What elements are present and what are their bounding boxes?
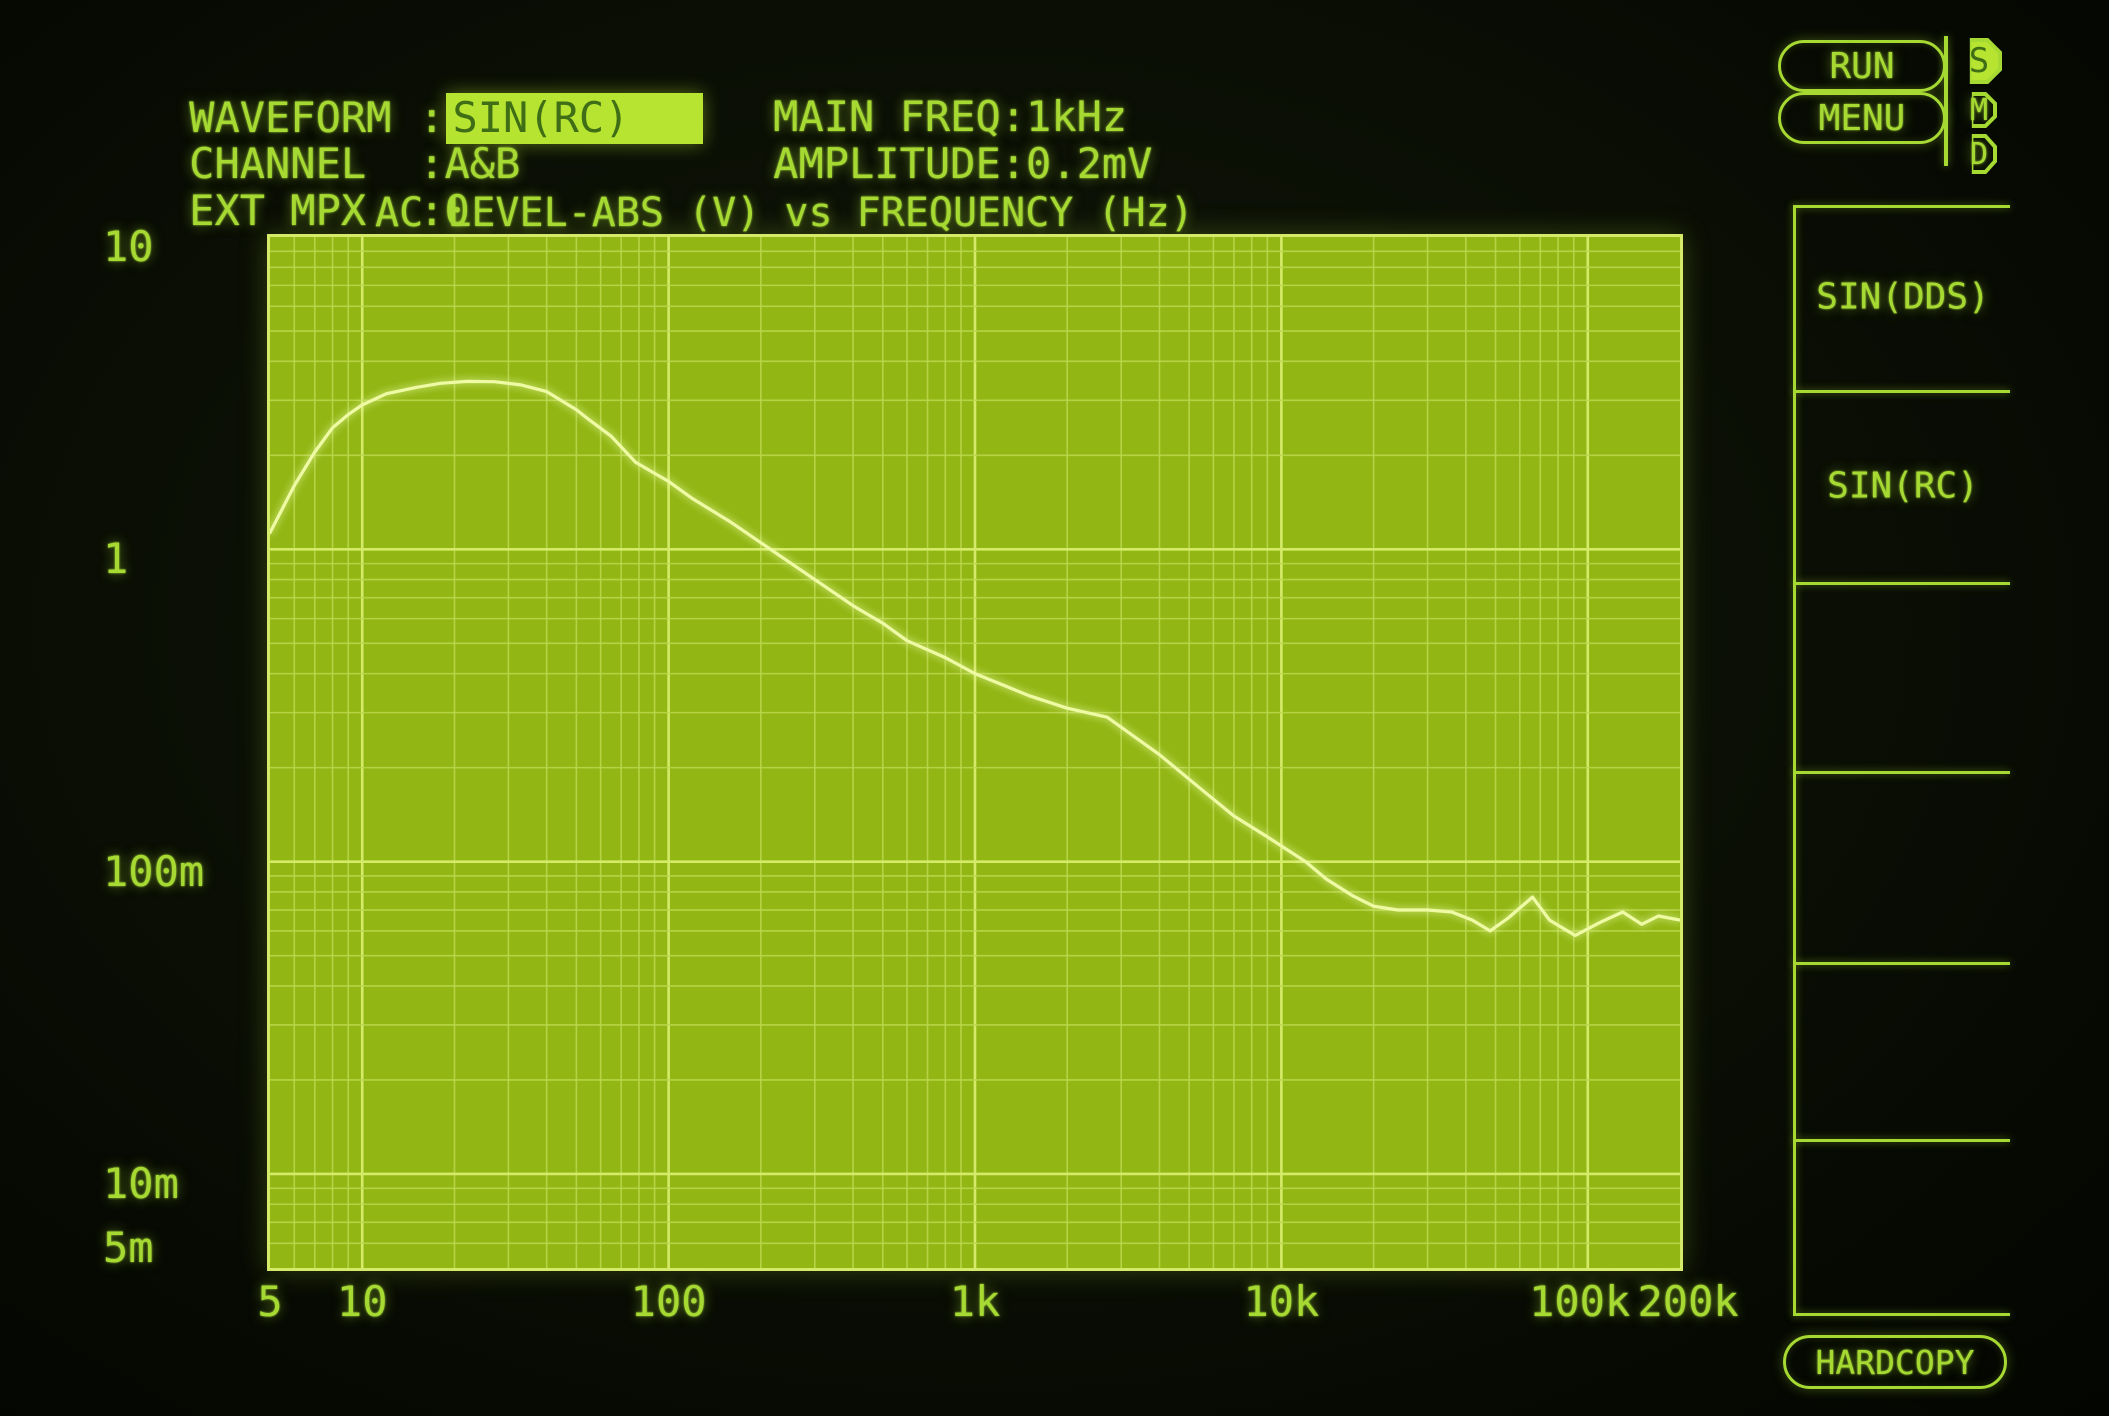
badge-letter: S [1968, 41, 1990, 81]
param-main-freq: MAIN FREQ:1kHz [672, 46, 1127, 187]
softkey-menu-border [1793, 205, 1796, 1316]
run-button[interactable]: RUN [1778, 40, 1946, 92]
y-tick-label: 10m [103, 1158, 179, 1208]
ext-mpx-label: EXT MPX [189, 186, 367, 235]
badge-letter: M [1969, 92, 1989, 128]
waveform-value[interactable]: SIN(RC) [446, 93, 704, 144]
status-badge-d: D [1961, 134, 1997, 174]
param-amplitude: AMPLITUDE:0.2mV [672, 93, 1152, 234]
softkey-sin-rc[interactable]: SIN(RC) [1827, 465, 1979, 507]
field-ext-mpx: EXT MPX:0 [88, 140, 470, 281]
frequency-response-plot [270, 237, 1680, 1268]
ext-mpx-value[interactable]: 0 [444, 186, 470, 235]
amplitude-colon: : [1000, 139, 1027, 188]
badge-fill [1973, 138, 1993, 170]
amplitude-value[interactable]: 0.2mV [1026, 139, 1153, 188]
y-tick-label: 10 [103, 222, 154, 271]
channel-colon: : [419, 139, 445, 188]
waveform-colon: : [419, 93, 445, 142]
menu-button-label: MENU [1818, 97, 1906, 139]
x-tick-label: 1k [949, 1277, 1001, 1326]
channel-value[interactable]: A&B [444, 139, 521, 188]
ext-mpx-colon: : [419, 186, 445, 235]
menu-button[interactable]: MENU [1778, 92, 1946, 144]
status-badge-single: S [1956, 38, 2002, 84]
main-freq-colon: : [1000, 92, 1027, 141]
softkey-sin-dds[interactable]: SIN(DDS) [1816, 276, 1990, 318]
plot-area [267, 234, 1683, 1271]
x-tick-label: 5 [257, 1277, 283, 1326]
status-badge-m: M [1961, 92, 1997, 128]
y-tick-label: 100m [103, 846, 205, 896]
channel-label: CHANNEL [189, 139, 367, 188]
field-channel: CHANNEL:A&B [88, 93, 520, 234]
hardcopy-button-label: HARDCOPY [1815, 1342, 1975, 1382]
waveform-label: WAVEFORM [189, 93, 392, 142]
x-tick-label: 100k [1529, 1277, 1631, 1326]
main-freq-value[interactable]: 1kHz [1026, 92, 1128, 141]
amplitude-label: AMPLITUDE [773, 139, 1001, 188]
badge-letter: D [1969, 136, 1989, 172]
x-tick-label: 10 [336, 1277, 388, 1326]
chart-title: AC LEVEL-ABS (V) vs FREQUENCY (Hz) [375, 190, 1194, 236]
field-waveform: WAVEFORM: SIN(RC) [88, 46, 704, 191]
x-tick-label: 100 [630, 1277, 707, 1326]
response-curve [270, 379, 1680, 938]
x-tick-label: 10k [1243, 1277, 1320, 1326]
y-tick-label: 5m [103, 1223, 154, 1272]
status-divider [1944, 36, 1948, 166]
main-freq-label: MAIN FREQ [773, 92, 1001, 141]
y-tick-label: 1 [103, 534, 129, 584]
badge-fill [1973, 96, 1993, 124]
x-tick-label: 200k [1637, 1277, 1739, 1326]
hardcopy-button[interactable]: HARDCOPY [1783, 1335, 2007, 1389]
run-button-label: RUN [1829, 45, 1895, 87]
